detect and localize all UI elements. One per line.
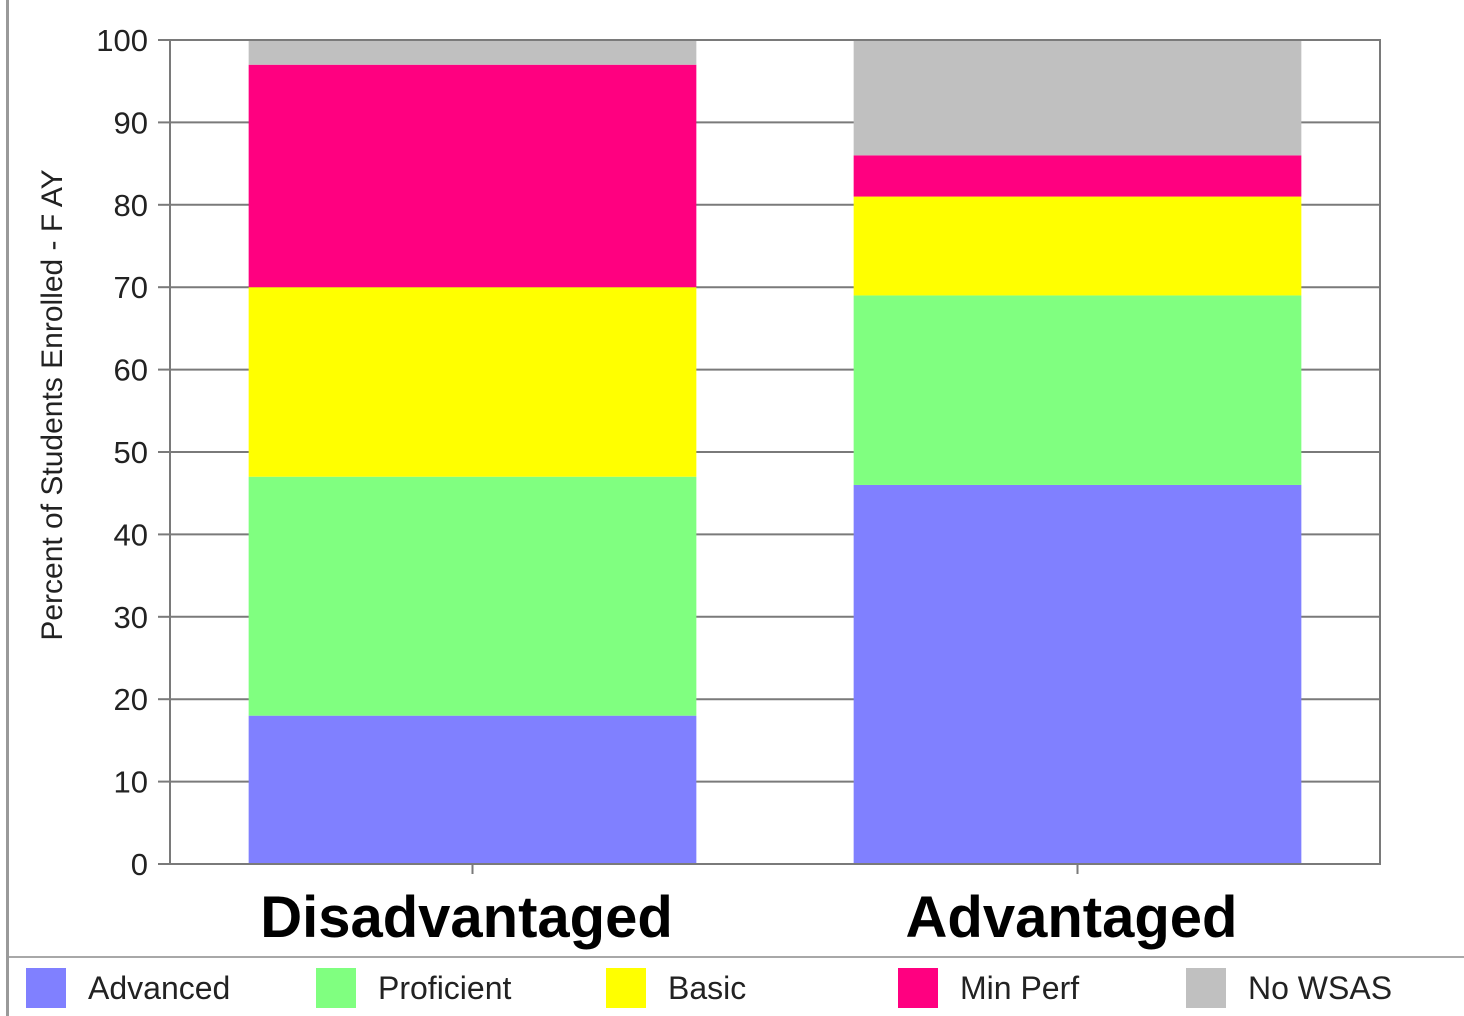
y-tick-label: 40 (114, 517, 148, 552)
legend-label: Proficient (378, 969, 512, 1006)
window-left-border (6, 0, 9, 1016)
y-axis-label: Percent of Students Enrolled - F AY (36, 169, 69, 640)
legend: Advanced Proficient Basic Min Perf No WSAS (0, 966, 1464, 1014)
bar-segment-no-wsas (248, 40, 697, 65)
chart-area: 0 10 20 30 40 50 60 70 80 90 100 Disadvantaged Adva… (36, 23, 1381, 950)
legend-divider (9, 956, 1464, 958)
y-tick-label: 0 (131, 847, 148, 882)
legend-item: Basic (606, 966, 746, 1010)
legend-swatch (1186, 968, 1226, 1008)
legend-item: Min Perf (898, 966, 1079, 1010)
y-tick-label: 100 (96, 23, 148, 58)
legend-label: No WSAS (1248, 969, 1393, 1006)
y-tick-labels: 0 10 20 30 40 50 60 70 80 90 100 (96, 23, 148, 882)
y-tick-label: 80 (114, 188, 148, 223)
y-tick-label: 10 (114, 765, 148, 800)
bar-segment-no-wsas (853, 40, 1302, 156)
bar-segment-advanced (853, 484, 1302, 864)
bar-segment-basic (248, 287, 697, 477)
y-tick-label: 70 (114, 270, 148, 305)
x-tick-label: Advantaged (906, 885, 1238, 950)
legend-label: Basic (668, 969, 747, 1006)
y-tick-label: 50 (114, 435, 148, 470)
y-tick-label: 30 (114, 600, 148, 635)
x-tick-label: Disadvantaged (260, 885, 673, 950)
legend-label: Advanced (88, 969, 231, 1006)
legend-item: No WSAS (1186, 966, 1392, 1010)
y-tick-label: 20 (114, 682, 148, 717)
stacked-bars (248, 40, 1302, 864)
legend-swatch (898, 968, 938, 1008)
bar-segment-advanced (248, 715, 697, 864)
x-tick-labels: Disadvantaged Advantaged (260, 885, 1237, 950)
plot-frame (169, 39, 1381, 865)
bar-segment-min-perf (248, 64, 697, 288)
bar-segment-proficient (853, 295, 1302, 485)
y-tick-label: 60 (114, 353, 148, 388)
legend-label: Min Perf (960, 969, 1080, 1006)
y-tick-label: 90 (114, 105, 148, 140)
bar-segment-proficient (248, 476, 697, 716)
legend-item: Proficient (316, 966, 511, 1010)
legend-swatch (606, 968, 646, 1008)
legend-item: Advanced (26, 966, 230, 1010)
legend-swatch (316, 968, 356, 1008)
axes (158, 39, 1381, 874)
bar-segment-basic (853, 196, 1302, 296)
legend-swatch (26, 968, 66, 1008)
bar-segment-min-perf (853, 155, 1302, 197)
